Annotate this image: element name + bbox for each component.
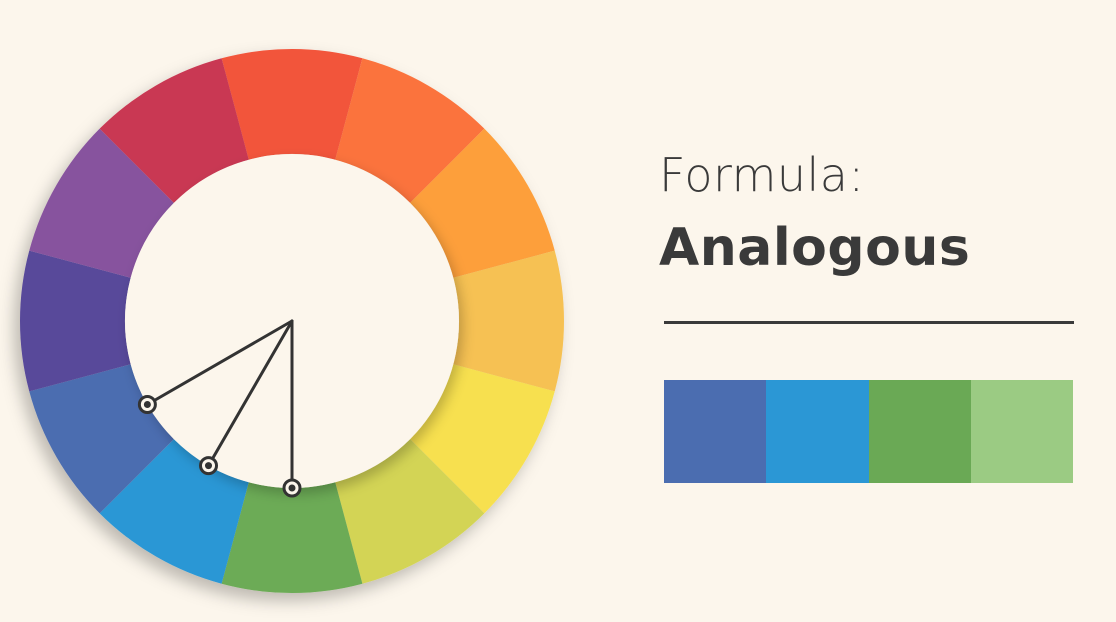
formula-label: Formula: [659, 148, 865, 202]
swatch-blue [766, 380, 869, 483]
wheel-segment-blue-violet [29, 364, 174, 514]
selector-line-blue-violet [145, 319, 294, 406]
divider [664, 321, 1074, 324]
wheel-segment-violet [20, 250, 131, 392]
wheel-segment-red-orange [335, 58, 485, 203]
wheel-segment-red [221, 49, 363, 160]
selector-marker-dot-green [288, 484, 296, 492]
wheel-segment-yellow-orange [453, 250, 564, 392]
analogous-palette [664, 380, 1073, 483]
wheel-segment-blue [99, 439, 249, 584]
scheme-name: Analogous [659, 218, 971, 278]
wheel-segment-orange [410, 128, 555, 278]
swatch-blue-violet [664, 380, 767, 483]
swatch-green [868, 380, 971, 483]
selector-line-blue [207, 319, 294, 468]
analogous-selector [137, 319, 302, 498]
wheel-segment-red-violet [29, 128, 174, 278]
wheel-segment-yellow [410, 364, 555, 514]
color-wheel-segments [20, 49, 564, 593]
swatch-light-green [970, 380, 1073, 483]
wheel-segment-crimson [99, 58, 249, 203]
wheel-segment-yellow-green [335, 439, 485, 584]
wheel-segment-green [221, 482, 363, 593]
selector-marker-dot-blue-violet [143, 401, 151, 408]
selector-marker-dot-blue [205, 462, 212, 470]
